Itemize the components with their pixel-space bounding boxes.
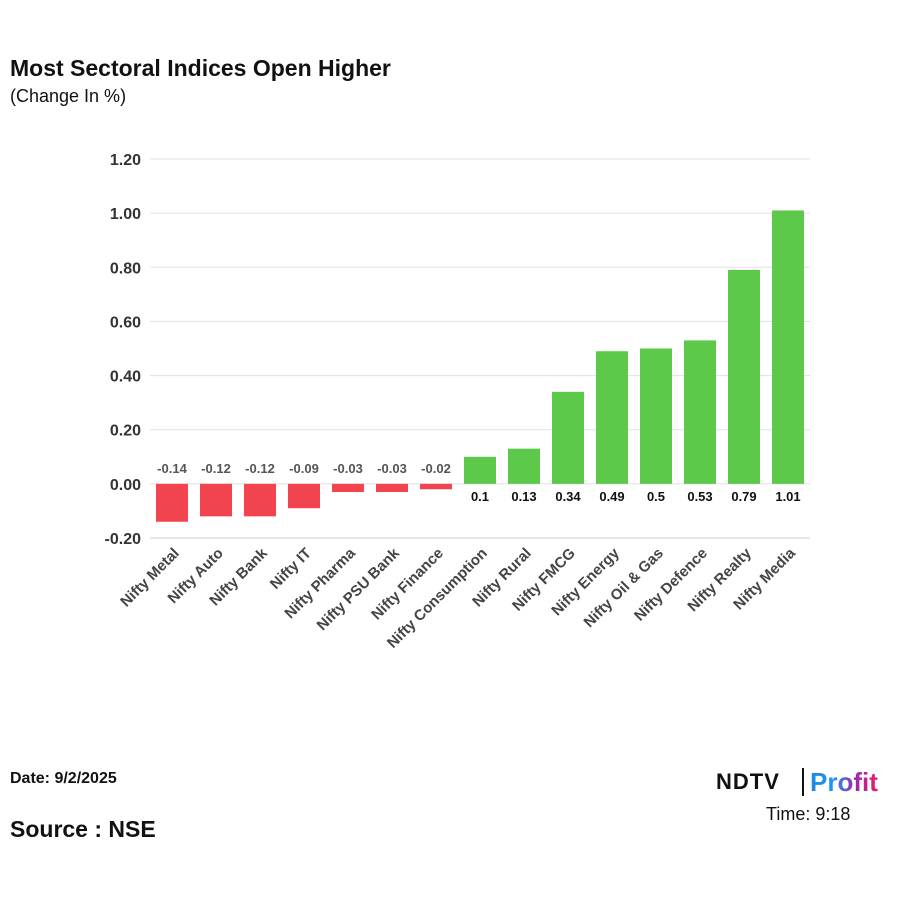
bar bbox=[464, 456, 496, 484]
ndtv-profit-logo: NDTV Profit bbox=[716, 766, 896, 800]
data-label: 0.34 bbox=[555, 489, 581, 504]
bar bbox=[376, 483, 408, 492]
bar bbox=[552, 391, 584, 484]
bar bbox=[508, 448, 540, 484]
x-tick-label: Nifty Oil & Gas bbox=[581, 545, 667, 631]
data-label: -0.14 bbox=[157, 461, 187, 476]
bar bbox=[728, 269, 760, 484]
data-label: -0.02 bbox=[421, 461, 451, 476]
y-tick-label: -0.20 bbox=[105, 531, 142, 548]
bar bbox=[596, 351, 628, 484]
bar bbox=[200, 483, 232, 517]
y-tick-label: 1.20 bbox=[110, 152, 141, 169]
bar bbox=[772, 210, 804, 484]
chart-title: Most Sectoral Indices Open Higher bbox=[10, 55, 391, 81]
logo-ndtv: NDTV bbox=[716, 769, 780, 794]
chart-subtitle: (Change In %) bbox=[10, 86, 127, 106]
y-tick-label: 0.20 bbox=[110, 423, 141, 440]
y-tick-label: 0.80 bbox=[110, 260, 141, 277]
bar bbox=[244, 483, 276, 517]
bar bbox=[420, 483, 452, 490]
data-label: -0.12 bbox=[201, 461, 231, 476]
bar bbox=[684, 340, 716, 484]
data-label: 0.79 bbox=[731, 489, 756, 504]
data-label: 1.01 bbox=[775, 489, 800, 504]
bar bbox=[288, 483, 320, 509]
y-tick-label: 1.00 bbox=[110, 206, 141, 223]
data-label: 0.13 bbox=[511, 489, 536, 504]
logo-profit: Profit bbox=[810, 767, 878, 797]
data-label: -0.03 bbox=[377, 461, 407, 476]
bar bbox=[332, 483, 364, 492]
data-label: -0.09 bbox=[289, 461, 319, 476]
date-label: Date: 9/2/2025 bbox=[10, 770, 117, 787]
bar bbox=[156, 483, 188, 522]
y-tick-label: 0.00 bbox=[110, 477, 141, 494]
data-label: 0.49 bbox=[599, 489, 624, 504]
time-label: Time: 9:18 bbox=[766, 804, 851, 824]
logo-divider bbox=[802, 768, 804, 796]
data-label: 0.1 bbox=[471, 489, 489, 504]
source-label: Source : NSE bbox=[10, 816, 156, 842]
data-label: -0.12 bbox=[245, 461, 275, 476]
data-label: 0.53 bbox=[687, 489, 712, 504]
y-tick-label: 0.40 bbox=[110, 369, 141, 386]
data-label: 0.5 bbox=[647, 489, 665, 504]
data-label: -0.03 bbox=[333, 461, 363, 476]
y-tick-label: 0.60 bbox=[110, 314, 141, 331]
bar bbox=[640, 348, 672, 484]
